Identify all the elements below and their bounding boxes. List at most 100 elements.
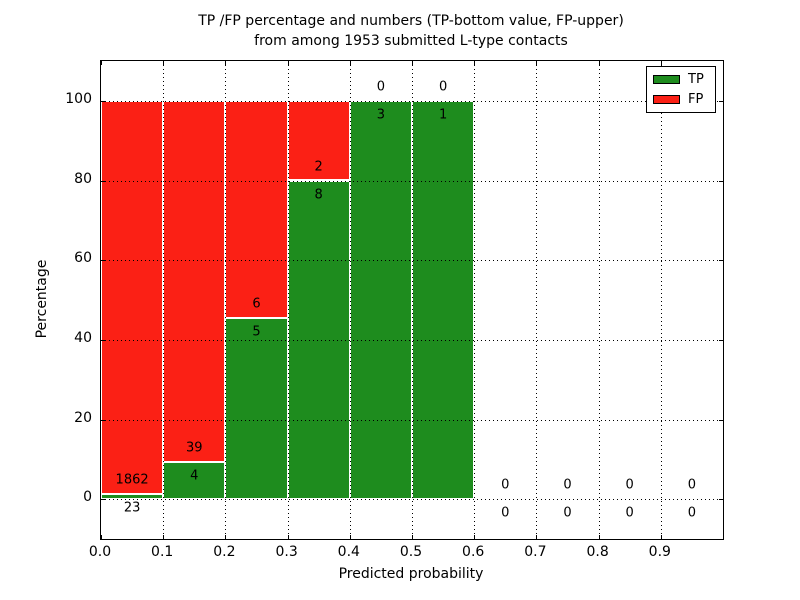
x-tick	[101, 61, 102, 65]
fp-bar	[163, 100, 226, 463]
chart-title-line2: from among 1953 submitted L-type contact…	[254, 33, 568, 49]
x-tick	[536, 61, 538, 65]
fp-legend-label: FP	[688, 91, 704, 107]
y-axis-label: Percentage	[34, 259, 50, 339]
x-tick	[412, 535, 413, 539]
fp-count-label: 0	[376, 79, 386, 95]
tp-count-label: 4	[190, 468, 199, 484]
tp-legend-label: TP	[688, 72, 704, 88]
x-tick-label: 0.6	[462, 544, 485, 560]
x-tick-label: 0.9	[648, 544, 671, 560]
x-tick	[287, 535, 289, 539]
vertical-gridline	[474, 61, 476, 539]
tp-bar	[163, 462, 226, 500]
x-tick	[349, 61, 351, 65]
x-tick-label: 0.5	[399, 544, 423, 560]
legend: TP FP	[646, 66, 716, 113]
x-tick	[598, 535, 600, 539]
y-tick	[719, 419, 723, 421]
y-tick-label: 40	[74, 329, 92, 346]
tp-count-label: 3	[376, 107, 386, 123]
y-tick	[719, 260, 723, 262]
fp-legend-swatch	[653, 94, 680, 104]
y-tick	[101, 499, 105, 501]
vertical-gridline	[287, 61, 289, 539]
x-tick-label: 0.3	[275, 544, 298, 560]
tp-legend-swatch	[653, 75, 680, 85]
vertical-gridline	[598, 61, 600, 539]
fp-count-label: 1862	[115, 472, 149, 488]
chart-title: TP /FP percentage and numbers (TP-bottom…	[100, 11, 722, 51]
tp-count-label: 5	[252, 324, 261, 340]
y-tick-label: 100	[65, 90, 92, 107]
y-tick-label: 20	[74, 409, 92, 426]
vertical-gridline	[225, 61, 227, 539]
y-tick	[719, 339, 723, 341]
tp-count-label: 0	[687, 505, 697, 521]
x-tick	[163, 535, 165, 539]
legend-row-fp: FP	[653, 93, 715, 106]
x-tick-label: 0.2	[213, 544, 236, 560]
x-tick	[474, 61, 476, 65]
fp-bar	[225, 100, 288, 319]
x-tick	[287, 61, 289, 65]
tp-bar	[412, 100, 475, 500]
horizontal-gridline	[101, 499, 723, 501]
tp-count-label: 0	[563, 505, 572, 521]
plot-area: 1862 23 39 4 6 5 2 8 0 3 0 1 0 0 0 0 0 0 0 0	[100, 60, 724, 540]
x-tick	[412, 61, 413, 65]
fp-count-label: 0	[501, 477, 510, 493]
tp-count-label: 23	[123, 500, 141, 516]
vertical-gridline	[536, 61, 538, 539]
fp-count-label: 6	[252, 296, 261, 312]
fp-count-label: 0	[625, 477, 634, 493]
x-tick	[101, 535, 102, 539]
y-tick	[101, 180, 105, 182]
y-tick	[719, 100, 723, 102]
y-tick	[101, 260, 105, 262]
tp-count-label: 0	[501, 505, 510, 521]
x-tick-label: 0.8	[586, 544, 609, 560]
fp-count-label: 0	[438, 79, 448, 95]
vertical-gridline	[163, 61, 165, 539]
vertical-gridline	[660, 61, 662, 539]
fp-count-label: 39	[186, 440, 203, 456]
x-tick	[660, 535, 662, 539]
x-tick	[474, 535, 476, 539]
x-tick	[598, 61, 600, 65]
x-axis-label: Predicted probability	[338, 566, 484, 582]
y-tick-label: 0	[83, 489, 92, 506]
y-tick	[719, 499, 723, 501]
fp-count-label: 2	[314, 159, 323, 174]
horizontal-gridline	[101, 419, 723, 421]
y-tick	[101, 339, 105, 341]
horizontal-gridline	[101, 260, 723, 262]
horizontal-gridline	[101, 180, 723, 182]
horizontal-gridline	[101, 339, 723, 341]
y-tick-label: 60	[74, 250, 92, 267]
x-tick-label: 0.4	[337, 544, 360, 560]
tp-bar	[225, 318, 288, 500]
x-tick	[163, 61, 165, 65]
horizontal-gridline	[101, 100, 723, 102]
fp-bar	[101, 100, 164, 495]
y-tick	[101, 100, 105, 102]
x-tick	[225, 61, 227, 65]
x-tick	[536, 535, 538, 539]
x-tick	[225, 535, 227, 539]
x-tick-label: 0.0	[88, 544, 112, 560]
x-tick-label: 0.7	[524, 544, 547, 560]
y-tick	[101, 419, 105, 421]
x-tick	[660, 61, 662, 65]
legend-row-tp: TP	[653, 73, 715, 86]
tp-bar	[101, 494, 164, 500]
y-tick-label: 80	[74, 170, 92, 187]
tp-count-label: 8	[314, 187, 323, 202]
x-tick	[349, 535, 351, 539]
y-tick	[719, 180, 723, 182]
tp-bar	[349, 100, 412, 500]
fp-count-label: 0	[563, 477, 572, 493]
tp-count-label: 1	[438, 107, 448, 123]
vertical-gridline	[349, 61, 351, 539]
